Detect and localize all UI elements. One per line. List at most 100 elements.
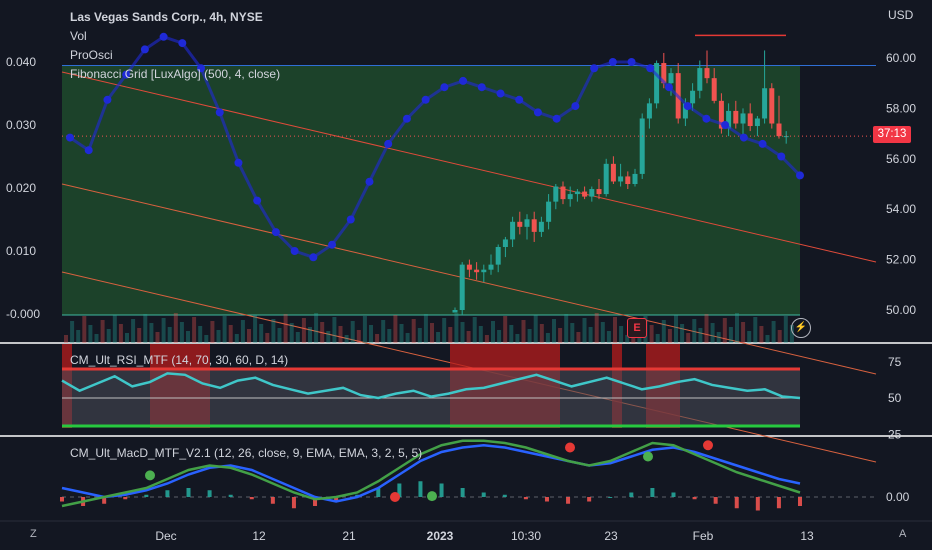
earnings-badge[interactable]: E — [627, 318, 647, 338]
volume-bar — [759, 326, 764, 343]
volume-bar — [100, 320, 105, 343]
macd-histogram-bar — [228, 494, 233, 497]
volume-bar — [320, 322, 325, 343]
volume-bar — [375, 334, 380, 343]
volume-bar — [399, 324, 404, 343]
volume-bar — [118, 324, 123, 343]
volume-bar — [155, 332, 160, 343]
volume-bar — [417, 328, 422, 343]
macd-histogram-bar — [629, 492, 634, 497]
signal-line — [61, 439, 801, 508]
volume-bar — [295, 332, 300, 343]
volume-bar — [283, 314, 288, 343]
volume-bar — [94, 334, 99, 343]
volume-bar — [466, 331, 471, 343]
volume-bar — [789, 325, 794, 343]
volume-bar — [692, 319, 697, 343]
timezone-icon[interactable]: Z — [30, 528, 37, 540]
volume-bar — [381, 320, 386, 343]
volume-bar — [64, 335, 68, 343]
volume-bar — [509, 325, 514, 343]
macd-line — [61, 443, 801, 503]
candle-body — [769, 88, 775, 124]
volume-bar — [594, 313, 599, 343]
volume-bar — [521, 320, 526, 343]
volume-bar — [259, 324, 264, 343]
macd-histogram-bar — [776, 497, 781, 509]
volume-bar — [564, 314, 569, 343]
auto-scale-icon[interactable]: A — [899, 528, 907, 540]
volume-bar — [234, 334, 239, 343]
volume-bar — [448, 327, 453, 343]
osc-axis-label: 0.020 — [6, 181, 36, 195]
volume-bar — [423, 314, 428, 343]
macd-histogram-bar — [713, 497, 718, 504]
macd-histogram-bar — [334, 497, 339, 502]
volume-bar — [753, 317, 758, 343]
candle-body — [582, 191, 588, 197]
volume-bar — [667, 329, 672, 343]
macd-histogram-bar — [291, 497, 296, 509]
time-axis-label: 2023 — [427, 529, 454, 543]
volume-bar — [216, 330, 221, 343]
legend-vol[interactable]: Vol — [70, 29, 87, 43]
macd-histogram-bar — [165, 490, 170, 497]
volume-bar — [491, 321, 495, 343]
candle-body — [625, 176, 631, 184]
candle-body — [747, 113, 753, 127]
volume-bar — [558, 328, 563, 343]
volume-bar — [722, 318, 727, 343]
macd-cross-dot — [703, 440, 713, 451]
macd-histogram-bar — [376, 488, 381, 497]
macd-histogram-bar — [249, 497, 254, 500]
legend-proosci[interactable]: ProOsci — [70, 48, 113, 62]
volume-bar — [539, 324, 544, 343]
volume-bar — [661, 320, 666, 343]
volume-bar — [88, 325, 93, 343]
volume-bar — [710, 323, 715, 343]
candle-body — [553, 186, 559, 202]
time-axis-label: Feb — [693, 529, 714, 543]
macd-histogram-bar — [608, 497, 613, 498]
candle-body — [560, 186, 566, 200]
macd-legend[interactable]: CM_Ult_MacD_MTF_V2.1 (12, 26, close, 9, … — [70, 446, 423, 460]
macd-histogram-bar — [566, 497, 571, 504]
macd-histogram-bar — [502, 494, 507, 497]
volume-bar — [674, 315, 678, 343]
symbol-title[interactable]: Las Vegas Sands Corp., 4h, NYSE — [70, 10, 263, 24]
volume-bar — [527, 329, 532, 343]
macd-histogram-bar — [544, 497, 549, 502]
volume-bar — [405, 333, 410, 343]
volume-bar — [588, 327, 593, 343]
fib-diagonal-line — [61, 71, 877, 263]
lightning-icon[interactable]: ⚡ — [791, 318, 811, 338]
macd-histogram-bar — [418, 481, 423, 497]
candle-body — [711, 78, 717, 101]
candle-body — [538, 221, 544, 232]
macd-histogram-bar — [144, 494, 149, 497]
candle-body — [517, 221, 523, 227]
candle-body — [754, 118, 760, 127]
macd-cross-dot — [427, 491, 437, 502]
candle-body — [646, 103, 652, 119]
volume-bar — [411, 319, 416, 343]
rsi-legend[interactable]: CM_Ult_RSI_MTF (14, 70, 30, 60, D, 14) — [70, 353, 289, 367]
volume-bar — [179, 322, 184, 343]
volume-bar — [619, 326, 624, 343]
macd-histogram-bar — [102, 497, 107, 504]
volume-bar — [552, 319, 556, 343]
volume-bar — [454, 313, 459, 343]
candle-body — [690, 90, 696, 104]
candle-body — [546, 201, 552, 222]
volume-bar — [625, 335, 630, 343]
volume-bar — [350, 321, 355, 343]
volume-bar — [777, 330, 782, 343]
volume-bar — [430, 323, 434, 343]
candle-body — [452, 310, 458, 313]
volume-bar — [161, 318, 166, 343]
legend-fib-grid[interactable]: Fibonacci Grid [LuxAlgo] (500, 4, close) — [70, 67, 281, 81]
price-axis-label: 60.00 — [886, 51, 916, 65]
volume-bar — [771, 321, 776, 343]
macd-histogram-bar — [460, 488, 465, 497]
